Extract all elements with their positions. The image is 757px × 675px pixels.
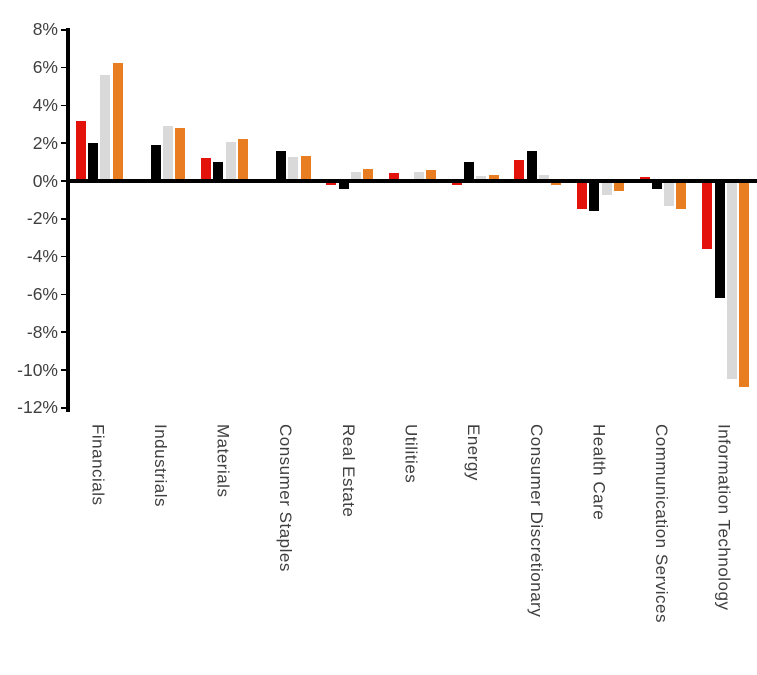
bar-orange xyxy=(676,181,687,210)
y-axis-tick-label: 2% xyxy=(32,132,58,153)
y-axis-tick xyxy=(61,66,66,69)
bar-red xyxy=(702,181,713,250)
bar-gray xyxy=(100,75,111,181)
bar-black xyxy=(714,181,725,299)
bar-red xyxy=(576,181,587,210)
x-axis-category-label: Health Care xyxy=(589,424,609,521)
bar-red xyxy=(451,181,462,185)
x-axis-category-label: Information Technology xyxy=(714,424,734,611)
bar-gray xyxy=(476,176,487,181)
x-axis-category-label: Real Estate xyxy=(338,424,358,518)
x-axis-category-label: Industrials xyxy=(150,424,170,507)
bar-red xyxy=(326,181,337,185)
y-axis-tick xyxy=(61,29,66,31)
bar-gray xyxy=(726,181,737,380)
y-axis-tick-label: 4% xyxy=(32,94,58,115)
bar-orange xyxy=(363,168,374,181)
bar-red xyxy=(514,160,525,181)
bar-orange xyxy=(613,181,624,192)
x-axis-category-label: Communication Services xyxy=(652,424,672,624)
y-axis-tick xyxy=(61,255,66,258)
y-axis-tick xyxy=(61,407,66,409)
bar-orange xyxy=(112,62,123,181)
bar-gray xyxy=(664,181,675,206)
bar-orange xyxy=(425,169,436,181)
y-axis-tick xyxy=(61,142,66,144)
bar-black xyxy=(651,181,662,189)
y-axis-tick xyxy=(61,180,66,182)
y-axis-tick-label: -6% xyxy=(26,283,58,304)
y-axis-tick-label: -2% xyxy=(26,208,58,229)
y-axis-tick-label: -4% xyxy=(26,246,58,267)
y-axis-tick-label: -12% xyxy=(17,397,58,418)
bar-gray xyxy=(538,175,549,181)
bar-gray xyxy=(413,172,424,181)
y-axis-tick xyxy=(61,218,66,220)
bar-gray xyxy=(601,181,612,196)
bar-gray xyxy=(163,126,174,181)
y-axis-tick xyxy=(61,293,66,296)
x-axis-category-label: Financials xyxy=(88,424,108,506)
x-axis-category-label: Materials xyxy=(213,424,233,498)
bar-orange xyxy=(488,175,499,181)
y-axis-tick xyxy=(61,369,66,371)
y-axis-tick-label: 8% xyxy=(32,19,58,40)
bar-black xyxy=(88,143,99,181)
bar-red xyxy=(201,158,212,181)
bar-gray xyxy=(288,157,299,181)
bar-orange xyxy=(238,139,249,181)
bar-black xyxy=(589,181,600,212)
bar-orange xyxy=(739,181,750,387)
y-axis-tick xyxy=(61,331,66,333)
bar-gray xyxy=(225,142,236,181)
bar-black xyxy=(276,150,287,181)
bar-orange xyxy=(300,156,311,181)
bar-black xyxy=(463,162,474,181)
y-axis-tick-label: 6% xyxy=(32,57,58,78)
bar-gray xyxy=(351,171,361,181)
bar-black xyxy=(150,145,161,181)
bar-black xyxy=(338,181,349,189)
y-axis-tick-label: -8% xyxy=(26,321,58,342)
x-axis-category-label: Energy xyxy=(464,424,484,481)
y-axis-tick xyxy=(61,104,66,107)
x-axis-category-label: Consumer Staples xyxy=(276,424,296,572)
x-axis-zero-line xyxy=(66,179,757,183)
bar-red xyxy=(639,177,650,181)
y-axis-line xyxy=(66,28,70,412)
y-axis-tick-label: -10% xyxy=(17,359,58,380)
bar-orange xyxy=(175,128,186,181)
bar-orange xyxy=(551,181,562,185)
bar-red xyxy=(389,173,400,181)
bar-red xyxy=(75,120,86,181)
bar-black xyxy=(526,150,537,181)
y-axis-tick-label: 0% xyxy=(32,170,58,191)
bar-black xyxy=(213,162,224,181)
x-axis-category-label: Utilities xyxy=(401,424,421,484)
x-axis-category-label: Consumer Discretionary xyxy=(526,424,546,618)
